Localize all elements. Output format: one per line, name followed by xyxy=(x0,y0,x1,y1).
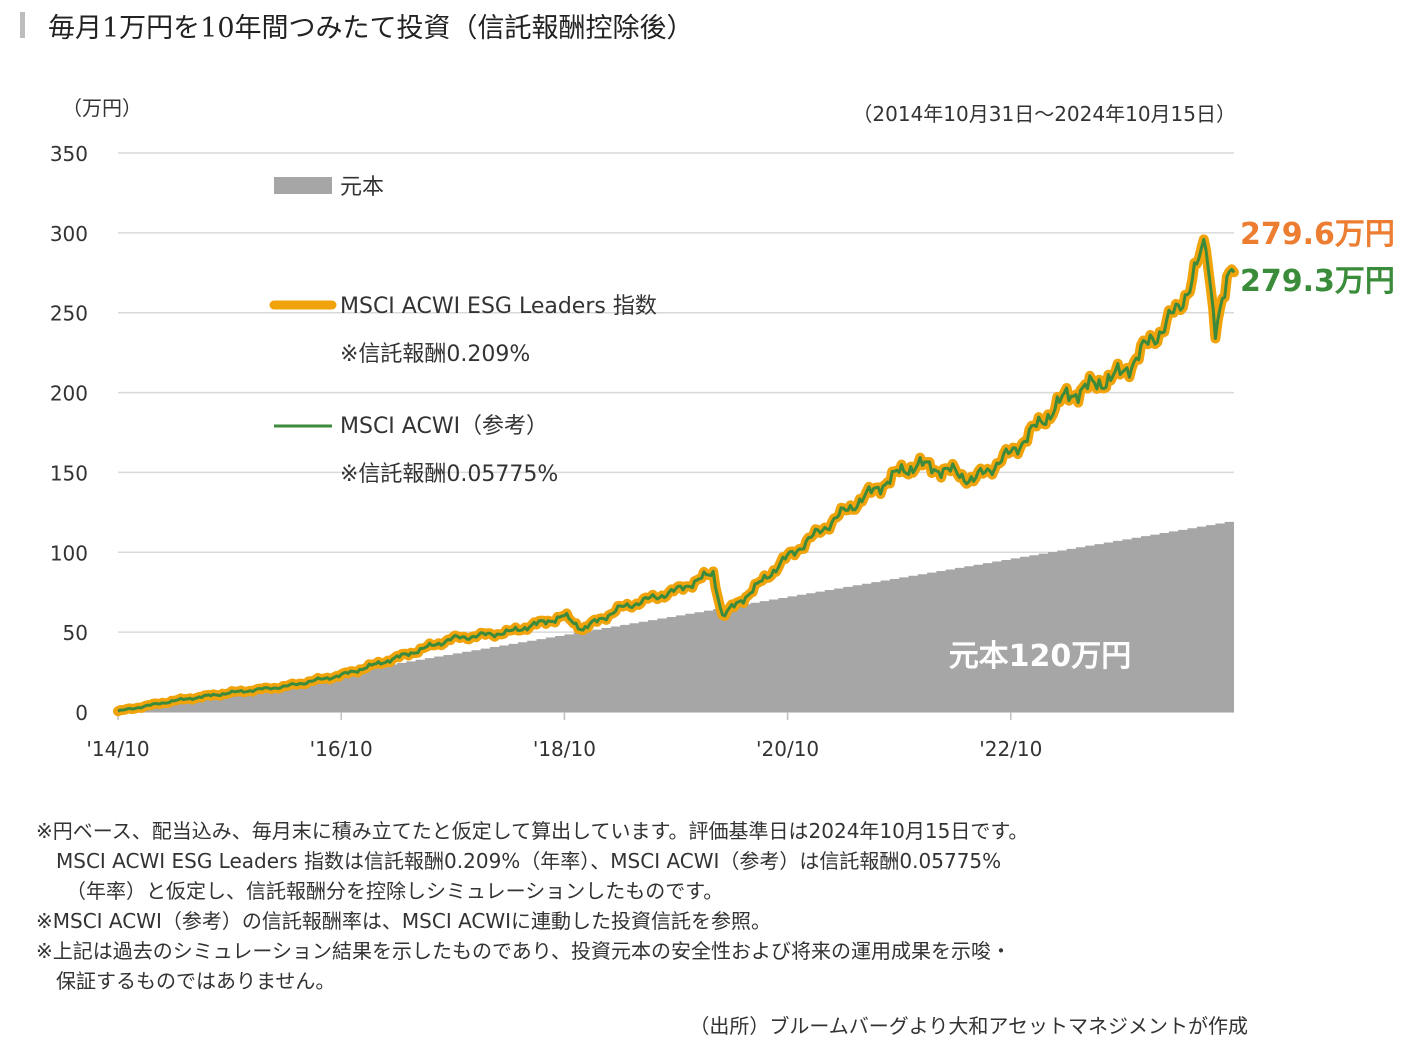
note-line: 保証するものではありません。 xyxy=(56,969,336,993)
y-tick-label: 50 xyxy=(63,621,88,645)
legend-label-esg-leaders: MSCI ACWI ESG Leaders 指数 xyxy=(340,294,657,319)
note-line: MSCI ACWI ESG Leaders 指数は信託報酬0.209%（年率）、… xyxy=(56,849,1002,873)
legend-fee-esg-leaders: ※信託報酬0.209% xyxy=(340,342,530,367)
y-tick-label: 300 xyxy=(50,222,88,246)
source-note: （出所）ブルームバーグより大和アセットマネジメントが作成 xyxy=(689,1014,1248,1038)
end-labels: 279.6万円 279.3万円 xyxy=(1240,217,1395,299)
note-line: （年率）と仮定し、信託報酬分を控除しシミュレーションしたものです。 xyxy=(66,879,724,903)
y-tick-label: 100 xyxy=(50,541,88,565)
footnotes: ※円ベース、配当込み、毎月末に積み立てたと仮定して算出しています。評価基準日は2… xyxy=(36,816,1028,996)
y-tick-label: 350 xyxy=(50,142,88,166)
note-line: ※円ベース、配当込み、毎月末に積み立てたと仮定して算出しています。評価基準日は2… xyxy=(36,819,1029,843)
chart-area: 350 300 250 200 150 100 50 0 '14/10 '16/10 '18/10… xyxy=(50,142,1395,761)
principal-area: 元本120万円 xyxy=(118,520,1234,712)
principal-area-fill xyxy=(118,520,1234,712)
legend: 元本 MSCI ACWI ESG Leaders 指数 ※信託報酬0.209% MSC… xyxy=(269,175,657,487)
note-line: ※MSCI ACWI（参考）の信託報酬率は、MSCI ACWIに連動した投資信託… xyxy=(36,909,772,933)
note-line: ※上記は過去のシミュレーション結果を示したものであり、投資元本の安全性および将来… xyxy=(36,939,1011,963)
x-tick-label: '20/10 xyxy=(756,737,819,761)
legend-label-principal: 元本 xyxy=(340,175,384,200)
end-label-acwi: 279.3万円 xyxy=(1240,264,1395,299)
legend-fee-acwi: ※信託報酬0.05775% xyxy=(340,462,558,487)
y-tick-label: 150 xyxy=(50,461,88,485)
series-lines xyxy=(113,234,1239,717)
title-accent-bar xyxy=(20,12,25,38)
legend-label-acwi: MSCI ACWI（参考） xyxy=(340,414,548,439)
x-tick-label: '18/10 xyxy=(533,737,596,761)
legend-swatch-principal xyxy=(274,177,332,194)
y-axis-unit: （万円） xyxy=(62,96,142,120)
x-tick-label: '16/10 xyxy=(310,737,373,761)
y-tick-label: 0 xyxy=(75,701,88,725)
y-tick-label: 250 xyxy=(50,302,88,326)
end-label-esg-leaders: 279.6万円 xyxy=(1240,217,1395,252)
y-tick-label: 200 xyxy=(50,382,88,406)
series-line-acwi xyxy=(117,237,1236,713)
x-tick-label: '22/10 xyxy=(979,737,1042,761)
x-tick-label: '14/10 xyxy=(86,737,149,761)
x-axis-ticks: '14/10 '16/10 '18/10 '20/10 '22/10 xyxy=(86,712,1042,761)
chart-title: 毎月1万円を10年間つみたて投資（信託報酬控除後） xyxy=(48,13,694,44)
period-label: （2014年10月31日～2024年10月15日） xyxy=(852,102,1236,126)
y-axis-ticks: 350 300 250 200 150 100 50 0 xyxy=(50,142,88,725)
principal-label: 元本120万円 xyxy=(949,639,1132,674)
